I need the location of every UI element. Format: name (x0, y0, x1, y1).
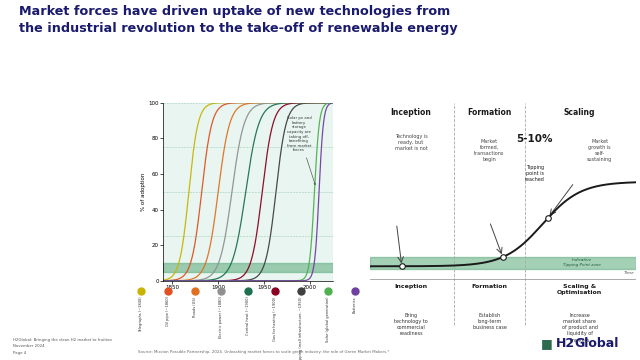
Text: Page 4: Page 4 (13, 351, 26, 355)
Text: 5-10%: 5-10% (516, 134, 553, 144)
Text: Bring
technology to
commercial
readiness: Bring technology to commercial readiness (394, 313, 428, 336)
Text: Gas for heating (~1900): Gas for heating (~1900) (273, 296, 276, 341)
Text: Global: Global (574, 337, 618, 350)
Text: Market
formed,
transactions
begin: Market formed, transactions begin (474, 139, 504, 162)
Text: Market
growth is
self-
sustaining: Market growth is self- sustaining (587, 139, 612, 162)
Text: Telegraphs (~1840): Telegraphs (~1840) (140, 296, 143, 332)
Text: Increase
market share
of product and
liquidity of
markets: Increase market share of product and liq… (562, 313, 598, 343)
Text: When markets
reach a tipping point,
market forces lead to
exponential adoption
t: When markets reach a tipping point, mark… (17, 179, 115, 238)
Text: Shopping (mall infrastructure, ~1950): Shopping (mall infrastructure, ~1950) (300, 296, 303, 360)
Text: Time: Time (623, 271, 634, 275)
Y-axis label: % of adoption: % of adoption (141, 172, 146, 211)
Text: Formation: Formation (467, 108, 511, 117)
Text: Source: Mission Possible Partnership, 2024. Unleashing market forces to scale gr: Source: Mission Possible Partnership, 20… (138, 350, 389, 354)
Text: Indicative
Tipping Point zone: Indicative Tipping Point zone (563, 258, 602, 267)
Text: Technology is
ready, but
market is not: Technology is ready, but market is not (395, 134, 428, 152)
Text: November 2024: November 2024 (13, 345, 44, 348)
Text: Batteries: Batteries (353, 296, 356, 313)
Text: Stages in market formation and scale-up: Stages in market formation and scale-up (381, 84, 503, 89)
Bar (163, 263, 333, 272)
Text: Solar pv and
battery
storage
capacity are
taking off,
benefiting
from market
for: Solar pv and battery storage capacity ar… (287, 116, 316, 185)
Text: Inception: Inception (390, 108, 431, 117)
Text: Scaling &
Optimisation: Scaling & Optimisation (557, 284, 602, 295)
Text: Tipping
point is
reached: Tipping point is reached (525, 165, 545, 183)
Text: ■: ■ (541, 337, 557, 350)
Text: The historical adoption of a sample of
infrastructure and energy systems: The historical adoption of a sample of i… (138, 80, 252, 92)
Text: Market forces have driven uptake of new technologies from
the industrial revolut: Market forces have driven uptake of new … (19, 5, 458, 35)
Text: H2Global: Bringing the clean H2 market to fruition: H2Global: Bringing the clean H2 market t… (13, 338, 112, 342)
Text: Electric power (~1880): Electric power (~1880) (220, 296, 223, 338)
Text: Inception: Inception (394, 284, 428, 289)
Bar (370, 257, 636, 269)
Text: Oil pipe (~1860): Oil pipe (~1860) (166, 296, 170, 327)
Text: Establish
long-term
business case: Establish long-term business case (472, 313, 506, 330)
Text: Scaling: Scaling (564, 108, 595, 117)
Text: Formation: Formation (472, 284, 508, 289)
Text: H2: H2 (556, 337, 575, 350)
Text: Central heat (~1900): Central heat (~1900) (246, 296, 250, 335)
Text: Roads (US): Roads (US) (193, 296, 196, 316)
Text: Solar (global generation): Solar (global generation) (326, 296, 330, 342)
